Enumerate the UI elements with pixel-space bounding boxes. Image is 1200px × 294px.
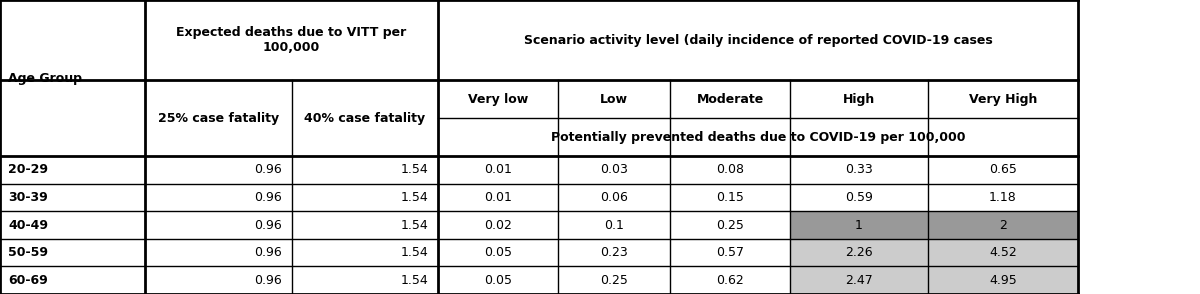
Text: 1.54: 1.54 bbox=[401, 246, 428, 259]
Text: 0.96: 0.96 bbox=[254, 218, 282, 231]
Text: 0.05: 0.05 bbox=[484, 246, 512, 259]
Text: 0.96: 0.96 bbox=[254, 274, 282, 287]
Text: 4.95: 4.95 bbox=[989, 274, 1016, 287]
Text: 2: 2 bbox=[1000, 218, 1007, 231]
Text: 20-29: 20-29 bbox=[8, 163, 48, 176]
Text: 0.96: 0.96 bbox=[254, 246, 282, 259]
Text: 0.23: 0.23 bbox=[600, 246, 628, 259]
Text: 0.25: 0.25 bbox=[600, 274, 628, 287]
Text: 30-39: 30-39 bbox=[8, 191, 48, 204]
Text: 0.01: 0.01 bbox=[484, 163, 512, 176]
Text: 0.08: 0.08 bbox=[716, 163, 744, 176]
Text: 0.57: 0.57 bbox=[716, 246, 744, 259]
Text: 0.96: 0.96 bbox=[254, 191, 282, 204]
Bar bbox=[928, 211, 1078, 239]
Text: 1: 1 bbox=[856, 218, 863, 231]
Text: 4.52: 4.52 bbox=[989, 246, 1016, 259]
Text: 25% case fatality: 25% case fatality bbox=[158, 111, 280, 124]
Text: 0.1: 0.1 bbox=[604, 218, 624, 231]
Text: 0.25: 0.25 bbox=[716, 218, 744, 231]
Text: 0.15: 0.15 bbox=[716, 191, 744, 204]
Text: 0.02: 0.02 bbox=[484, 218, 512, 231]
Text: 1.54: 1.54 bbox=[401, 163, 428, 176]
Text: 0.33: 0.33 bbox=[845, 163, 872, 176]
Text: Age Group: Age Group bbox=[8, 71, 82, 84]
Text: Very High: Very High bbox=[968, 93, 1037, 106]
Bar bbox=[928, 266, 1078, 294]
Text: 0.62: 0.62 bbox=[716, 274, 744, 287]
Text: Potentially prevented deaths due to COVID-19 per 100,000: Potentially prevented deaths due to COVI… bbox=[551, 131, 965, 143]
Text: 0.05: 0.05 bbox=[484, 274, 512, 287]
Bar bbox=[0, 0, 1078, 294]
Text: Very low: Very low bbox=[468, 93, 528, 106]
Text: Moderate: Moderate bbox=[696, 93, 763, 106]
Text: Expected deaths due to VITT per
100,000: Expected deaths due to VITT per 100,000 bbox=[176, 26, 407, 54]
Text: 2.47: 2.47 bbox=[845, 274, 872, 287]
Text: 0.96: 0.96 bbox=[254, 163, 282, 176]
Text: 2.26: 2.26 bbox=[845, 246, 872, 259]
Text: 1.54: 1.54 bbox=[401, 274, 428, 287]
Text: 60-69: 60-69 bbox=[8, 274, 48, 287]
Text: 1.54: 1.54 bbox=[401, 218, 428, 231]
Text: Low: Low bbox=[600, 93, 628, 106]
Text: 1.54: 1.54 bbox=[401, 191, 428, 204]
Text: 0.01: 0.01 bbox=[484, 191, 512, 204]
Text: 0.59: 0.59 bbox=[845, 191, 872, 204]
Bar bbox=[790, 239, 928, 266]
Bar bbox=[790, 266, 928, 294]
Text: 0.65: 0.65 bbox=[989, 163, 1016, 176]
Text: 40% case fatality: 40% case fatality bbox=[305, 111, 426, 124]
Bar bbox=[790, 211, 928, 239]
Text: 40-49: 40-49 bbox=[8, 218, 48, 231]
Text: 0.03: 0.03 bbox=[600, 163, 628, 176]
Bar bbox=[928, 239, 1078, 266]
Text: 50-59: 50-59 bbox=[8, 246, 48, 259]
Text: 1.18: 1.18 bbox=[989, 191, 1016, 204]
Text: 0.06: 0.06 bbox=[600, 191, 628, 204]
Text: High: High bbox=[842, 93, 875, 106]
Text: Scenario activity level (daily incidence of reported COVID-19 cases: Scenario activity level (daily incidence… bbox=[523, 34, 992, 46]
